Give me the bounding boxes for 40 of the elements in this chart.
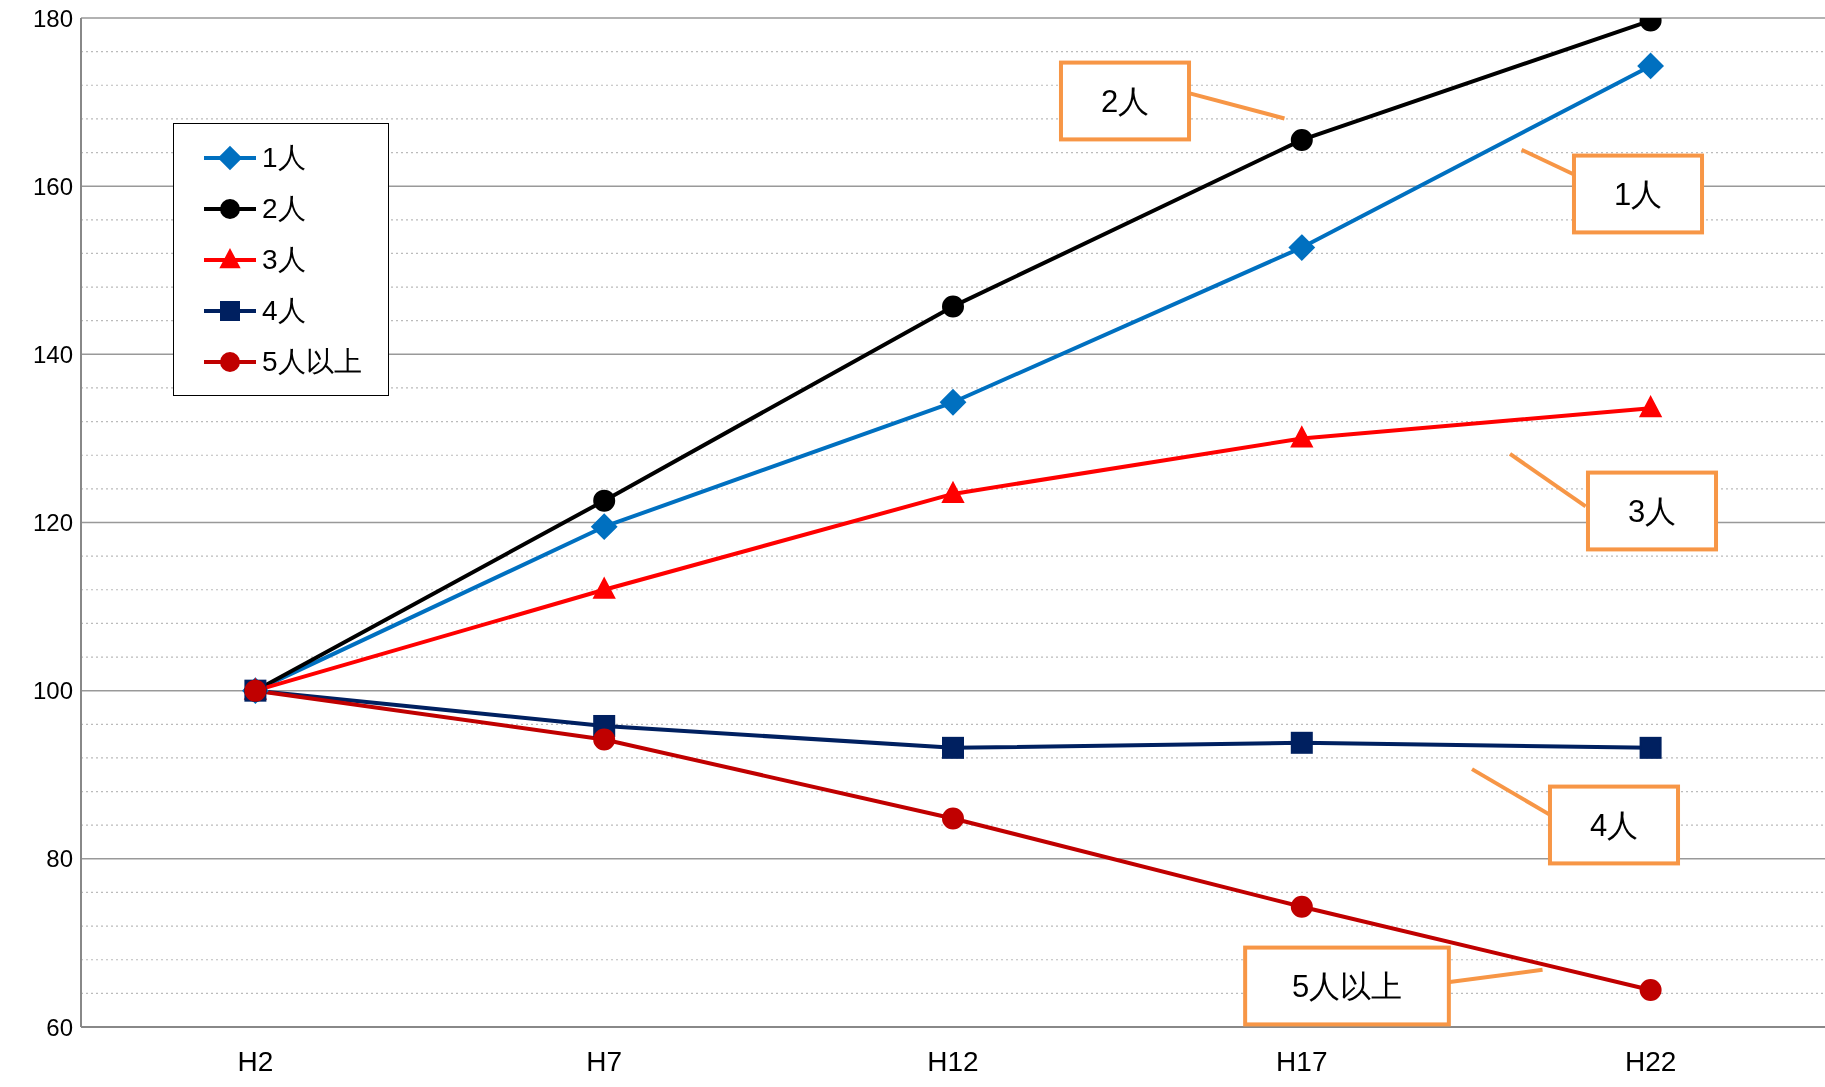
annotation: 3人 xyxy=(1627,494,1677,529)
point xyxy=(1288,234,1315,261)
legend-label: 5人以上 xyxy=(262,344,362,379)
annotation: 2人 xyxy=(1100,84,1150,119)
point xyxy=(1639,736,1662,759)
point xyxy=(1290,128,1313,151)
point xyxy=(1290,426,1313,448)
x-tick-label: H17 xyxy=(1276,1045,1328,1077)
annotation: 1人 xyxy=(1613,177,1663,212)
point xyxy=(942,736,964,759)
point xyxy=(1637,52,1664,79)
y-tick-label: 140 xyxy=(32,340,73,368)
point xyxy=(940,389,966,416)
y-tick-label: 120 xyxy=(32,509,73,537)
point xyxy=(942,481,964,503)
y-tick-label: 60 xyxy=(46,1013,73,1041)
point xyxy=(593,728,616,751)
point xyxy=(591,513,618,540)
y-tick-label: 100 xyxy=(32,677,73,705)
y-tick-label: 80 xyxy=(46,845,73,873)
legend-label: 4人 xyxy=(262,293,306,328)
point xyxy=(942,807,964,830)
point xyxy=(1290,731,1313,754)
point xyxy=(1290,895,1313,918)
legend-label: 1人 xyxy=(262,140,306,175)
x-tick-label: H2 xyxy=(237,1045,274,1077)
point xyxy=(593,577,616,599)
y-tick-label: 180 xyxy=(32,4,73,32)
annotation: 4人 xyxy=(1589,808,1639,843)
point xyxy=(593,489,616,512)
legend-label: 2人 xyxy=(262,191,306,226)
x-tick-label: H7 xyxy=(586,1045,623,1077)
legend-label: 3人 xyxy=(262,242,306,277)
x-tick-label: H22 xyxy=(1624,1045,1677,1077)
point xyxy=(1639,979,1662,1001)
x-tick-label: H12 xyxy=(927,1045,979,1077)
y-tick-label: 160 xyxy=(32,172,73,200)
point xyxy=(1639,396,1662,418)
point xyxy=(942,295,964,318)
annotation: 5人以上 xyxy=(1291,969,1403,1004)
